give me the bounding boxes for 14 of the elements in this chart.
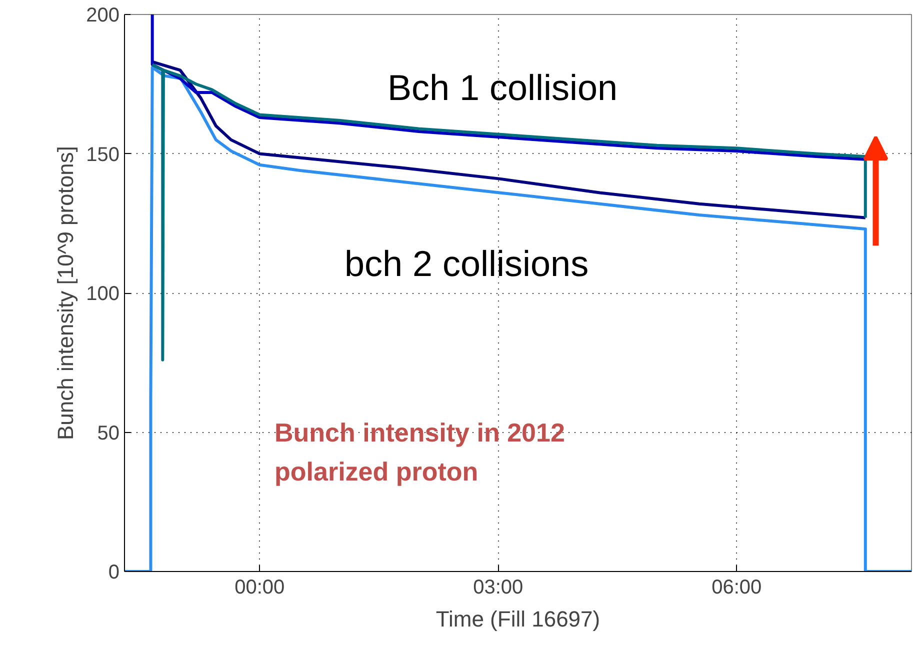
x-tick-label: 06:00 [712, 576, 762, 598]
annotation: bch 2 collisions [344, 243, 589, 284]
x-tick-label: 00:00 [234, 576, 285, 598]
annotation: Bunch intensity in 2012 polarized proton [274, 418, 565, 486]
y-tick-label: 50 [97, 422, 120, 444]
y-tick-label: 150 [86, 144, 120, 166]
y-tick-label: 100 [86, 283, 120, 305]
line-series [150, 63, 867, 362]
x-axis-title: Time (Fill 16697) [436, 606, 600, 632]
y-tick-label: 0 [108, 562, 120, 584]
x-tick-label: 03:00 [473, 576, 524, 598]
y-axis-title: Bunch intensity [10^9 protons] [53, 146, 78, 440]
y-tick-label: 200 [86, 4, 120, 26]
annotation: Bch 1 collision [387, 67, 618, 108]
